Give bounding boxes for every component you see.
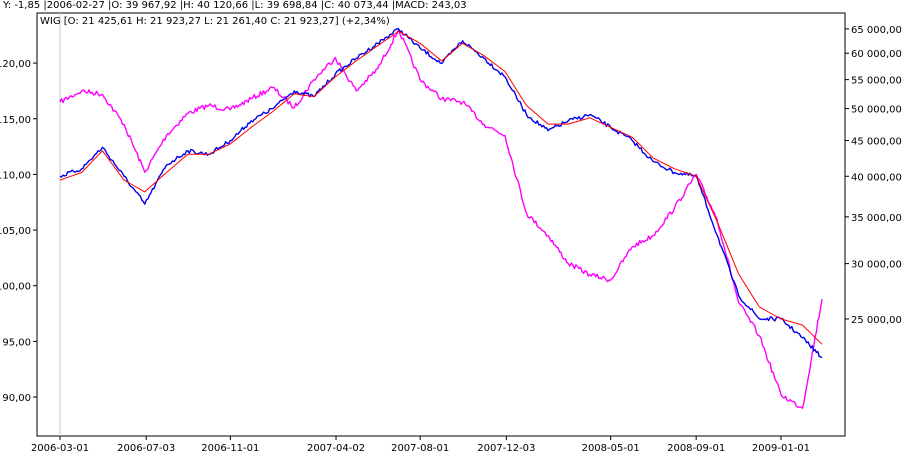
x-tick-label: 2008-05-01 [582,443,640,454]
right-tick-label: 45 000,00 [851,137,902,148]
x-tick-label: 2007-04-02 [307,443,365,454]
left-axis: 120,00 115,00 110,00 105,00 100,00 95,00 90,00 [0,59,37,404]
plot-frame [36,12,846,437]
left-tick-label: 100,00 [0,282,31,293]
left-tick-label: 115,00 [0,115,31,126]
right-axis: 65 000,00 60 000,00 55 000,00 50 000,00 45 0… [845,25,902,326]
right-tick-label: 40 000,00 [851,172,902,183]
left-tick-label: 110,00 [0,170,31,181]
series-line-3 [59,30,823,345]
right-tick-label: 60 000,00 [851,49,902,60]
left-tick-label: 120,00 [0,59,31,70]
right-tick-label: 25 000,00 [851,315,902,326]
right-tick-label: 55 000,00 [851,76,902,87]
x-tick-label: 2009-01-01 [752,443,810,454]
right-tick-label: 30 000,00 [851,260,902,271]
legend-text: WIG [O: 21 425,61 H: 21 923,27 L: 21 261… [40,16,390,27]
x-tick-label: 2006-03-01 [31,443,89,454]
series-line-1 [59,29,823,409]
x-tick-label: 2006-07-03 [117,443,175,454]
x-axis: 2006-03-01 2006-07-03 2006-11-01 2007-04-02… [31,436,810,454]
status-bar: Y: -1,85 |2006-02-27 |O: 39 967,92 |H: 4… [3,0,467,11]
x-tick-label: 2007-08-01 [391,443,449,454]
left-tick-label: 105,00 [0,226,31,237]
right-tick-label: 50 000,00 [851,105,902,116]
x-tick-label: 2006-11-01 [201,443,259,454]
series-layer [59,28,823,409]
left-tick-label: 90,00 [2,393,31,404]
right-tick-label: 65 000,00 [851,25,902,36]
plot-border [36,12,846,437]
left-tick-label: 95,00 [2,337,31,348]
x-tick-label: 2008-09-01 [667,443,725,454]
right-tick-label: 35 000,00 [851,213,902,224]
x-tick-label: 2007-12-03 [477,443,535,454]
